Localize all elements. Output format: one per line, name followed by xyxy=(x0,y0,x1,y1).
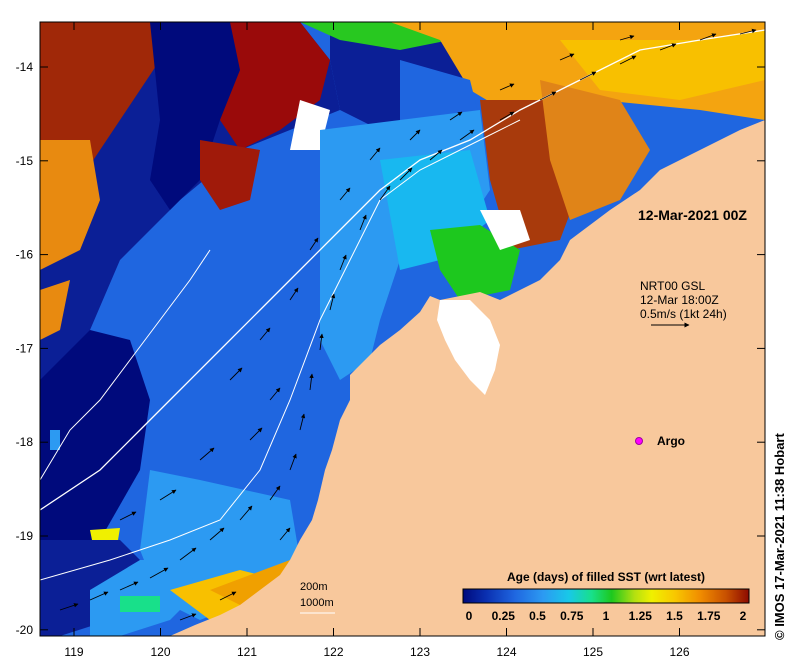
lat-tick-label: -18 xyxy=(16,435,34,449)
map-date-label: 12-Mar-2021 00Z xyxy=(638,207,747,223)
sst-age-field xyxy=(40,22,765,636)
current-vectors xyxy=(59,28,757,621)
colorbar-title: Age (days) of filled SST (wrt latest) xyxy=(507,570,705,584)
colorbar-tick-label: 1.75 xyxy=(697,609,721,623)
lon-tick-label: 124 xyxy=(496,645,516,659)
argo-label: Argo xyxy=(657,434,685,448)
isobath-200-label: 200m xyxy=(300,581,328,593)
stale-data-area xyxy=(437,300,500,395)
lon-tick-label: 122 xyxy=(323,645,343,659)
credit-text: © IMOS 17-Mar-2021 11:38 Hobart xyxy=(772,433,787,640)
colorbar-tick-label: 2 xyxy=(740,609,747,623)
land-mass xyxy=(170,120,765,636)
current-scale-label: 0.5m/s (1kt 24h) xyxy=(640,307,727,321)
lon-tick-label: 121 xyxy=(237,645,257,659)
isobaths xyxy=(40,29,765,581)
longitude-axis: 119 120 121 122 123 124 125 126 xyxy=(64,645,689,659)
colorbar-tick-label: 0.25 xyxy=(492,609,516,623)
colorbar-tick-label: 0.5 xyxy=(529,609,546,623)
colorbar-tick-label: 1 xyxy=(603,609,610,623)
argo-float-marker xyxy=(635,437,643,445)
colorbar-tick-label: 1.5 xyxy=(666,609,683,623)
lon-tick-label: 126 xyxy=(669,645,689,659)
credit-label: © IMOS 17-Mar-2021 11:38 Hobart xyxy=(772,433,796,664)
colorbar-tick-label: 0 xyxy=(466,609,473,623)
lat-tick-label: -19 xyxy=(16,529,34,543)
lat-tick-label: -16 xyxy=(16,248,34,262)
lon-tick-label: 120 xyxy=(150,645,170,659)
colorbar-tick-label: 0.75 xyxy=(560,609,584,623)
isobath-1000-label: 1000m xyxy=(300,597,334,609)
current-source-label: NRT00 GSL xyxy=(640,279,705,293)
lat-tick-label: -14 xyxy=(16,60,34,74)
lat-tick-label: -17 xyxy=(16,341,34,355)
lon-tick-label: 125 xyxy=(583,645,603,659)
colorbar-ticks: 0 0.25 0.5 0.75 1 1.25 1.5 1.75 2 xyxy=(466,609,747,623)
colorbar-gradient xyxy=(462,588,750,604)
lat-tick-label: -20 xyxy=(16,623,34,637)
latitude-axis: -14 -15 -16 -17 -18 -19 -20 xyxy=(16,60,34,637)
current-time-label: 12-Mar 18:00Z xyxy=(640,293,719,307)
lat-tick-label: -15 xyxy=(16,154,34,168)
lon-tick-label: 119 xyxy=(64,645,83,659)
colorbar-tick-label: 1.25 xyxy=(629,609,653,623)
lon-tick-label: 123 xyxy=(410,645,430,659)
map-frame xyxy=(39,21,766,637)
axis-ticks xyxy=(40,22,765,636)
